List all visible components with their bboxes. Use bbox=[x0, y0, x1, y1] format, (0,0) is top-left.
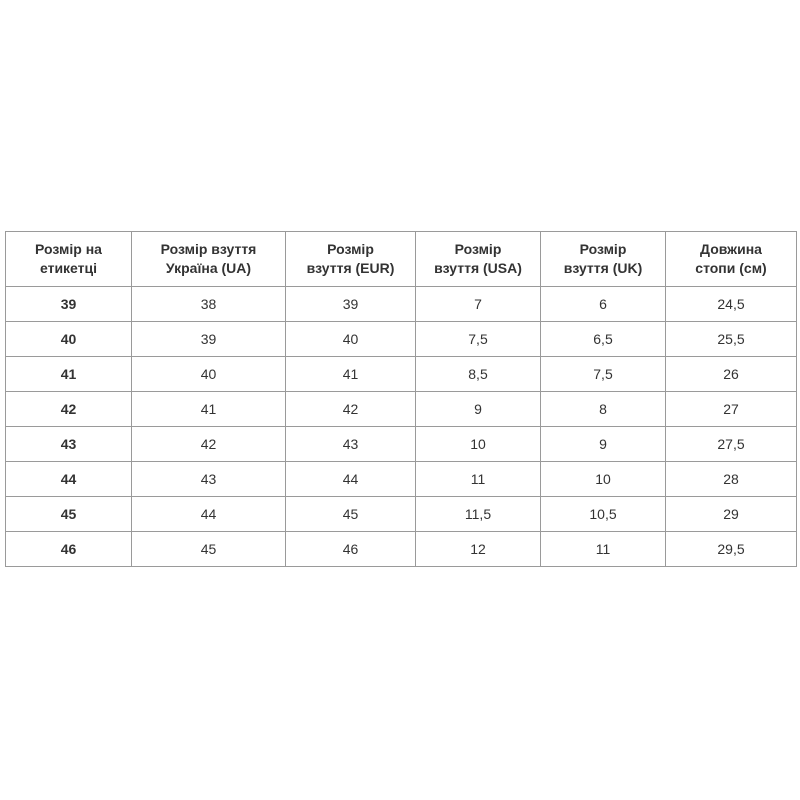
cell-uk-size: 7,5 bbox=[540, 356, 666, 392]
header-label-size: Розмір на етикетці bbox=[5, 231, 132, 287]
table-row: 39 38 39 7 6 24,5 bbox=[5, 286, 797, 322]
cell-ua-size: 43 bbox=[131, 461, 286, 497]
header-uk-size: Розмір взуття (UK) bbox=[540, 231, 666, 287]
cell-eur-size: 43 bbox=[285, 426, 416, 462]
cell-label-size: 41 bbox=[5, 356, 132, 392]
cell-uk-size: 10,5 bbox=[540, 496, 666, 532]
cell-eur-size: 46 bbox=[285, 531, 416, 567]
header-line: Розмір bbox=[454, 241, 502, 257]
header-line: Україна (UA) bbox=[165, 260, 252, 276]
cell-label-size: 46 bbox=[5, 531, 132, 567]
cell-label-size: 39 bbox=[5, 286, 132, 322]
header-ua-size: Розмір взуття Україна (UA) bbox=[131, 231, 286, 287]
cell-ua-size: 45 bbox=[131, 531, 286, 567]
cell-ua-size: 42 bbox=[131, 426, 286, 462]
cell-label-size: 42 bbox=[5, 391, 132, 427]
cell-usa-size: 7 bbox=[415, 286, 541, 322]
cell-foot-length: 29,5 bbox=[665, 531, 797, 567]
cell-uk-size: 8 bbox=[540, 391, 666, 427]
table-row: 44 43 44 11 10 28 bbox=[5, 461, 797, 497]
cell-foot-length: 25,5 bbox=[665, 321, 797, 357]
cell-eur-size: 39 bbox=[285, 286, 416, 322]
header-line: взуття (USA) bbox=[434, 260, 522, 276]
cell-ua-size: 38 bbox=[131, 286, 286, 322]
cell-usa-size: 9 bbox=[415, 391, 541, 427]
cell-usa-size: 10 bbox=[415, 426, 541, 462]
cell-usa-size: 8,5 bbox=[415, 356, 541, 392]
cell-label-size: 40 bbox=[5, 321, 132, 357]
cell-label-size: 44 bbox=[5, 461, 132, 497]
cell-ua-size: 44 bbox=[131, 496, 286, 532]
table-row: 41 40 41 8,5 7,5 26 bbox=[5, 356, 797, 392]
cell-eur-size: 42 bbox=[285, 391, 416, 427]
cell-eur-size: 41 bbox=[285, 356, 416, 392]
cell-uk-size: 11 bbox=[540, 531, 666, 567]
cell-ua-size: 40 bbox=[131, 356, 286, 392]
header-line: взуття (EUR) bbox=[306, 260, 395, 276]
header-line: Розмір bbox=[327, 241, 374, 257]
table-row: 40 39 40 7,5 6,5 25,5 bbox=[5, 321, 797, 357]
cell-usa-size: 11,5 bbox=[415, 496, 541, 532]
header-line: Розмір на bbox=[35, 241, 102, 257]
cell-label-size: 45 bbox=[5, 496, 132, 532]
cell-uk-size: 10 bbox=[540, 461, 666, 497]
table-row: 43 42 43 10 9 27,5 bbox=[5, 426, 797, 462]
header-row: Розмір на етикетці Розмір взуття Україна (U… bbox=[5, 231, 797, 287]
cell-usa-size: 11 bbox=[415, 461, 541, 497]
cell-uk-size: 6,5 bbox=[540, 321, 666, 357]
cell-label-size: 43 bbox=[5, 426, 132, 462]
cell-eur-size: 44 bbox=[285, 461, 416, 497]
header-line: Довжина bbox=[700, 241, 762, 257]
header-eur-size: Розмір взуття (EUR) bbox=[285, 231, 416, 287]
cell-eur-size: 45 bbox=[285, 496, 416, 532]
cell-uk-size: 9 bbox=[540, 426, 666, 462]
cell-ua-size: 41 bbox=[131, 391, 286, 427]
header-foot-length: Довжина стопи (см) bbox=[665, 231, 797, 287]
cell-foot-length: 27 bbox=[665, 391, 797, 427]
cell-foot-length: 29 bbox=[665, 496, 797, 532]
table-row: 46 45 46 12 11 29,5 bbox=[5, 531, 797, 567]
cell-usa-size: 12 bbox=[415, 531, 541, 567]
header-usa-size: Розмір взуття (USA) bbox=[415, 231, 541, 287]
header-line: Розмір bbox=[579, 241, 627, 257]
header-line: взуття (UK) bbox=[563, 260, 643, 276]
table-row: 45 44 45 11,5 10,5 29 bbox=[5, 496, 797, 532]
cell-usa-size: 7,5 bbox=[415, 321, 541, 357]
cell-foot-length: 28 bbox=[665, 461, 797, 497]
cell-foot-length: 24,5 bbox=[665, 286, 797, 322]
cell-ua-size: 39 bbox=[131, 321, 286, 357]
header-line: Розмір взуття bbox=[160, 241, 257, 257]
cell-uk-size: 6 bbox=[540, 286, 666, 322]
size-chart-table: Розмір на етикетці Розмір взуття Україна (U… bbox=[5, 231, 797, 567]
table-row: 42 41 42 9 8 27 bbox=[5, 391, 797, 427]
cell-foot-length: 26 bbox=[665, 356, 797, 392]
cell-foot-length: 27,5 bbox=[665, 426, 797, 462]
cell-eur-size: 40 bbox=[285, 321, 416, 357]
header-line: стопи (см) bbox=[695, 260, 767, 276]
header-line: етикетці bbox=[39, 260, 98, 276]
